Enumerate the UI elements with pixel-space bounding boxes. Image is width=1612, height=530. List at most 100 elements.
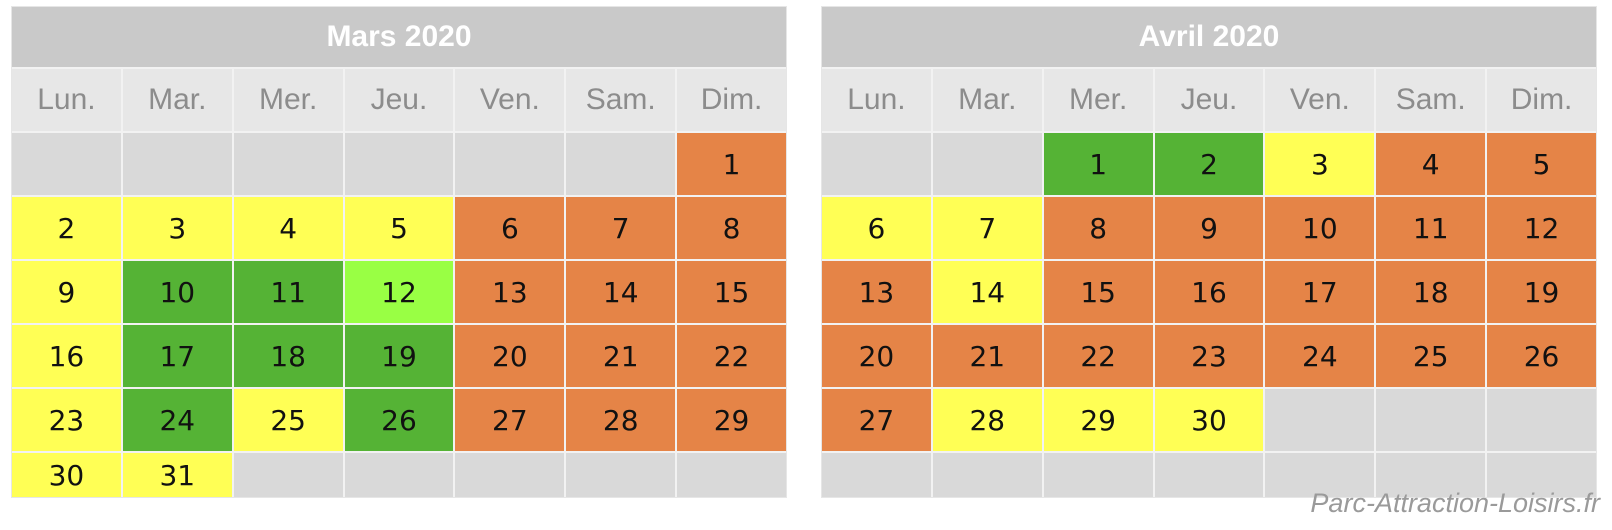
day-cell[interactable]: 20 <box>822 325 931 387</box>
day-cell[interactable]: 6 <box>822 197 931 259</box>
day-cell[interactable]: 22 <box>1043 325 1153 387</box>
site-credit: Parc-Attraction-Loisirs.fr <box>1310 488 1600 518</box>
empty-cell <box>1265 453 1375 497</box>
day-cell[interactable]: 9 <box>12 261 121 323</box>
day-cell[interactable]: 21 <box>566 325 676 387</box>
weekday-header: Sam. <box>566 69 676 131</box>
day-cell[interactable]: 26 <box>344 389 454 451</box>
day-cell[interactable]: 7 <box>932 197 1042 259</box>
day-cell[interactable]: 5 <box>1487 133 1596 195</box>
day-cell[interactable]: 29 <box>677 389 786 451</box>
month-title: Avril 2020 <box>822 7 1596 67</box>
weekday-header: Dim. <box>1487 69 1596 131</box>
weekday-header: Mer. <box>233 69 343 131</box>
empty-cell <box>1487 389 1596 451</box>
weekday-header: Sam. <box>1376 69 1486 131</box>
day-cell[interactable]: 17 <box>122 325 232 387</box>
day-cell[interactable]: 1 <box>1043 133 1153 195</box>
day-cell[interactable]: 29 <box>1043 389 1153 451</box>
day-cell[interactable]: 18 <box>233 325 343 387</box>
day-cell[interactable]: 23 <box>12 389 121 451</box>
day-cell[interactable]: 4 <box>1376 133 1486 195</box>
day-cell[interactable]: 30 <box>12 453 121 497</box>
day-cell[interactable]: 11 <box>233 261 343 323</box>
day-cell[interactable]: 24 <box>1265 325 1375 387</box>
day-cell[interactable]: 30 <box>1154 389 1264 451</box>
calendar-april: Avril 2020 Lun. Mar. Mer. Jeu. Ven. Sam. Dim. 1… <box>821 6 1597 498</box>
day-cell[interactable]: 13 <box>822 261 931 323</box>
empty-cell <box>122 133 232 195</box>
empty-cell <box>822 453 931 497</box>
day-cell[interactable]: 3 <box>122 197 232 259</box>
empty-cell <box>233 453 343 497</box>
day-cell[interactable]: 11 <box>1376 197 1486 259</box>
day-cell[interactable]: 17 <box>1265 261 1375 323</box>
day-cell[interactable]: 22 <box>677 325 786 387</box>
day-cell[interactable]: 16 <box>12 325 121 387</box>
day-cell[interactable]: 1 <box>677 133 786 195</box>
day-cell[interactable]: 31 <box>122 453 232 497</box>
day-cell[interactable]: 2 <box>12 197 121 259</box>
day-cell[interactable]: 3 <box>1265 133 1375 195</box>
empty-cell <box>566 453 676 497</box>
day-cell[interactable]: 15 <box>1043 261 1153 323</box>
day-cell[interactable]: 18 <box>1376 261 1486 323</box>
empty-cell <box>932 133 1042 195</box>
day-cell[interactable]: 13 <box>455 261 565 323</box>
weekday-header: Ven. <box>1265 69 1375 131</box>
day-cell[interactable]: 12 <box>344 261 454 323</box>
day-cell[interactable]: 28 <box>566 389 676 451</box>
empty-cell <box>1376 453 1486 497</box>
weekday-header: Lun. <box>12 69 121 131</box>
day-cell[interactable]: 9 <box>1154 197 1264 259</box>
day-cell[interactable]: 19 <box>1487 261 1596 323</box>
month-title: Mars 2020 <box>12 7 786 67</box>
empty-cell <box>932 453 1042 497</box>
empty-cell <box>12 133 121 195</box>
day-cell[interactable]: 8 <box>1043 197 1153 259</box>
day-cell[interactable]: 8 <box>677 197 786 259</box>
empty-cell <box>344 453 454 497</box>
weekday-header: Mar. <box>122 69 232 131</box>
day-cell[interactable]: 19 <box>344 325 454 387</box>
day-cell[interactable]: 14 <box>932 261 1042 323</box>
day-cell[interactable]: 25 <box>233 389 343 451</box>
empty-cell <box>1376 389 1486 451</box>
day-cell[interactable]: 20 <box>455 325 565 387</box>
weekday-header: Dim. <box>677 69 786 131</box>
day-cell[interactable]: 5 <box>344 197 454 259</box>
day-cell[interactable]: 27 <box>455 389 565 451</box>
day-cell[interactable]: 7 <box>566 197 676 259</box>
empty-cell <box>1043 453 1153 497</box>
empty-cell <box>455 453 565 497</box>
day-cell[interactable]: 12 <box>1487 197 1596 259</box>
day-cell[interactable]: 10 <box>122 261 232 323</box>
weekday-header: Ven. <box>455 69 565 131</box>
weekday-header: Lun. <box>822 69 931 131</box>
empty-cell <box>455 133 565 195</box>
day-cell[interactable]: 23 <box>1154 325 1264 387</box>
weekday-header: Mar. <box>932 69 1042 131</box>
day-cell[interactable]: 26 <box>1487 325 1596 387</box>
day-cell[interactable]: 2 <box>1154 133 1264 195</box>
day-cell[interactable]: 21 <box>932 325 1042 387</box>
day-cell[interactable]: 14 <box>566 261 676 323</box>
empty-cell <box>1265 389 1375 451</box>
empty-cell <box>233 133 343 195</box>
day-cell[interactable]: 4 <box>233 197 343 259</box>
day-cell[interactable]: 16 <box>1154 261 1264 323</box>
day-cell[interactable]: 25 <box>1376 325 1486 387</box>
day-cell[interactable]: 10 <box>1265 197 1375 259</box>
day-cell[interactable]: 15 <box>677 261 786 323</box>
empty-cell <box>1487 453 1596 497</box>
day-cell[interactable]: 24 <box>122 389 232 451</box>
weekday-header: Jeu. <box>344 69 454 131</box>
calendar-march: Mars 2020 Lun. Mar. Mer. Jeu. Ven. Sam. Dim. 1 2… <box>11 6 787 498</box>
weekday-header: Mer. <box>1043 69 1153 131</box>
empty-cell <box>566 133 676 195</box>
day-cell[interactable]: 6 <box>455 197 565 259</box>
day-cell[interactable]: 27 <box>822 389 931 451</box>
empty-cell <box>677 453 786 497</box>
day-cell[interactable]: 28 <box>932 389 1042 451</box>
empty-cell <box>1154 453 1264 497</box>
